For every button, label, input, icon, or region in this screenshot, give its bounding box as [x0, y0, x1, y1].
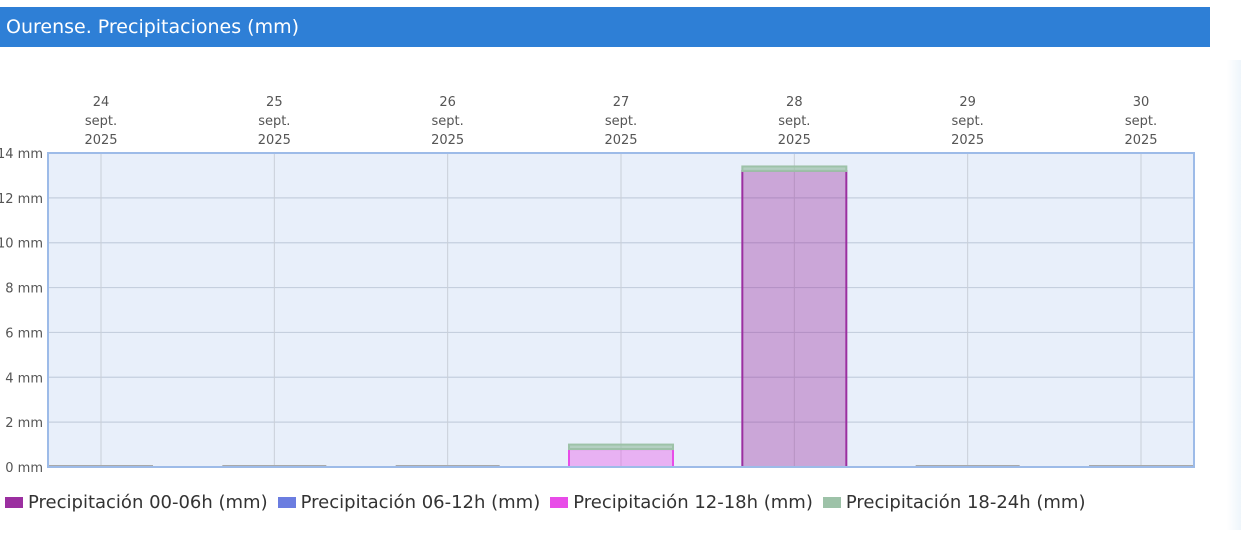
legend-swatch [277, 496, 296, 508]
x-tick-label: 2025 [778, 133, 811, 148]
x-tick-label: sept. [85, 114, 117, 129]
bar-segment [568, 443, 674, 451]
legend-label: Precipitación 00-06h (mm) [28, 491, 268, 513]
plot-frame [47, 152, 1195, 468]
legend-swatch [550, 496, 569, 508]
chart-title-bar: Ourense. Precipitaciones (mm) [0, 7, 1210, 47]
y-tick-label: 12 mm [0, 192, 43, 207]
legend-item[interactable]: Precipitación 18-24h (mm) [822, 491, 1086, 513]
y-tick-label: 8 mm [5, 282, 43, 297]
x-tick-label: 27 [613, 95, 630, 110]
x-tick-label: 2025 [431, 133, 464, 148]
y-tick-label: 14 mm [0, 147, 43, 162]
x-tick-label: sept. [258, 114, 290, 129]
x-tick-label: sept. [1125, 114, 1157, 129]
chart-title: Ourense. Precipitaciones (mm) [6, 16, 300, 38]
x-tick-label: sept. [952, 114, 984, 129]
bar-segment [741, 165, 848, 172]
y-tick-label: 10 mm [0, 237, 43, 252]
x-tick-label: 29 [959, 95, 976, 110]
y-tick-label: 2 mm [5, 416, 43, 431]
legend-item[interactable]: Precipitación 00-06h (mm) [5, 492, 268, 513]
legend-label: Precipitación 12-18h (mm) [573, 491, 813, 513]
bar-segment [741, 169, 848, 468]
x-tick-label: 24 [93, 95, 110, 110]
x-tick-label: 30 [1133, 95, 1150, 110]
legend-item[interactable]: Precipitación 06-12h (mm) [277, 491, 541, 513]
legend-swatch [822, 496, 841, 508]
x-tick-label: 2025 [951, 133, 984, 148]
y-tick-label: 4 mm [5, 371, 43, 386]
legend-label: Precipitación 18-24h (mm) [845, 491, 1086, 513]
x-tick-label: 2025 [84, 133, 117, 148]
x-tick-label: sept. [605, 114, 637, 129]
x-tick-label: 28 [786, 95, 803, 110]
y-tick-label: 0 mm [5, 461, 43, 476]
y-tick-label: 6 mm [5, 326, 43, 341]
chart-legend: Precipitación 00-06h (mm) Precipitación 0… [5, 489, 1096, 515]
x-tick-label: sept. [432, 114, 464, 129]
bar-segment [568, 448, 674, 468]
legend-item[interactable]: Precipitación 12-18h (mm) [550, 492, 813, 513]
x-tick-label: sept. [778, 114, 810, 129]
x-tick-label: 2025 [258, 133, 291, 148]
x-tick-label: 25 [266, 95, 283, 110]
x-tick-label: 2025 [604, 133, 637, 148]
x-tick-label: 2025 [1124, 133, 1157, 148]
x-tick-label: 26 [439, 95, 456, 110]
legend-swatch [5, 496, 23, 508]
legend-label: Precipitación 06-12h (mm) [300, 491, 541, 513]
page-edge-decoration [1227, 60, 1241, 530]
